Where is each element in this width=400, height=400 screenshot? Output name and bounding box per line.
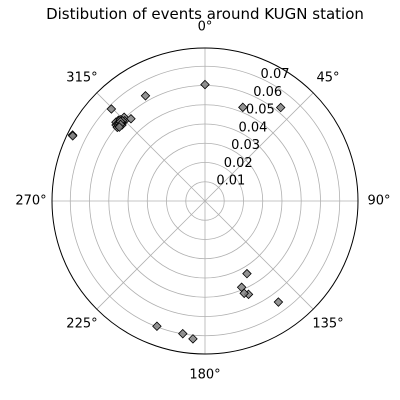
r-tick-label: 0.04 bbox=[238, 120, 267, 135]
data-point bbox=[106, 104, 117, 114]
data-point bbox=[114, 122, 125, 132]
data-point bbox=[242, 268, 252, 279]
theta-tick-labels: 0° 45° 90° 135° 180° 225° 270° 315° bbox=[15, 20, 390, 383]
theta-gridline bbox=[96, 200, 206, 310]
data-points bbox=[67, 79, 286, 344]
r-tick-label: 0.02 bbox=[224, 156, 253, 171]
polar-grid bbox=[52, 48, 358, 354]
theta-gridline bbox=[96, 92, 206, 202]
r-tick-label: 0.03 bbox=[231, 138, 260, 153]
theta-tick-label: 225° bbox=[66, 317, 97, 332]
theta-tick-label: 45° bbox=[317, 70, 340, 85]
theta-tick-label: 135° bbox=[312, 317, 343, 332]
data-point bbox=[273, 297, 284, 307]
data-point bbox=[140, 91, 151, 101]
theta-gridline bbox=[204, 200, 314, 310]
data-point bbox=[178, 328, 188, 339]
data-point bbox=[188, 334, 198, 344]
theta-tick-label: 0° bbox=[198, 20, 213, 35]
theta-tick-label: 270° bbox=[15, 194, 46, 209]
r-tick-label: 0.06 bbox=[253, 85, 282, 100]
theta-tick-label: 315° bbox=[66, 70, 97, 85]
data-point bbox=[126, 113, 136, 124]
data-point bbox=[67, 131, 78, 141]
polar-frame bbox=[51, 47, 359, 355]
r-tick-labels: 0.01 0.02 0.03 0.04 0.05 0.06 0.07 bbox=[216, 67, 289, 189]
r-tick-label: 0.07 bbox=[261, 67, 290, 82]
data-point bbox=[275, 102, 286, 113]
r-tick-label: 0.01 bbox=[216, 174, 245, 189]
data-point bbox=[238, 102, 248, 113]
r-tick-label: 0.05 bbox=[246, 103, 275, 118]
chart-title: Distibution of events around KUGN statio… bbox=[46, 5, 364, 23]
theta-tick-label: 90° bbox=[367, 194, 390, 209]
data-point bbox=[152, 321, 162, 331]
theta-tick-label: 180° bbox=[189, 368, 220, 383]
theta-gridline bbox=[204, 92, 314, 202]
data-point bbox=[200, 79, 210, 90]
data-point bbox=[239, 288, 249, 299]
